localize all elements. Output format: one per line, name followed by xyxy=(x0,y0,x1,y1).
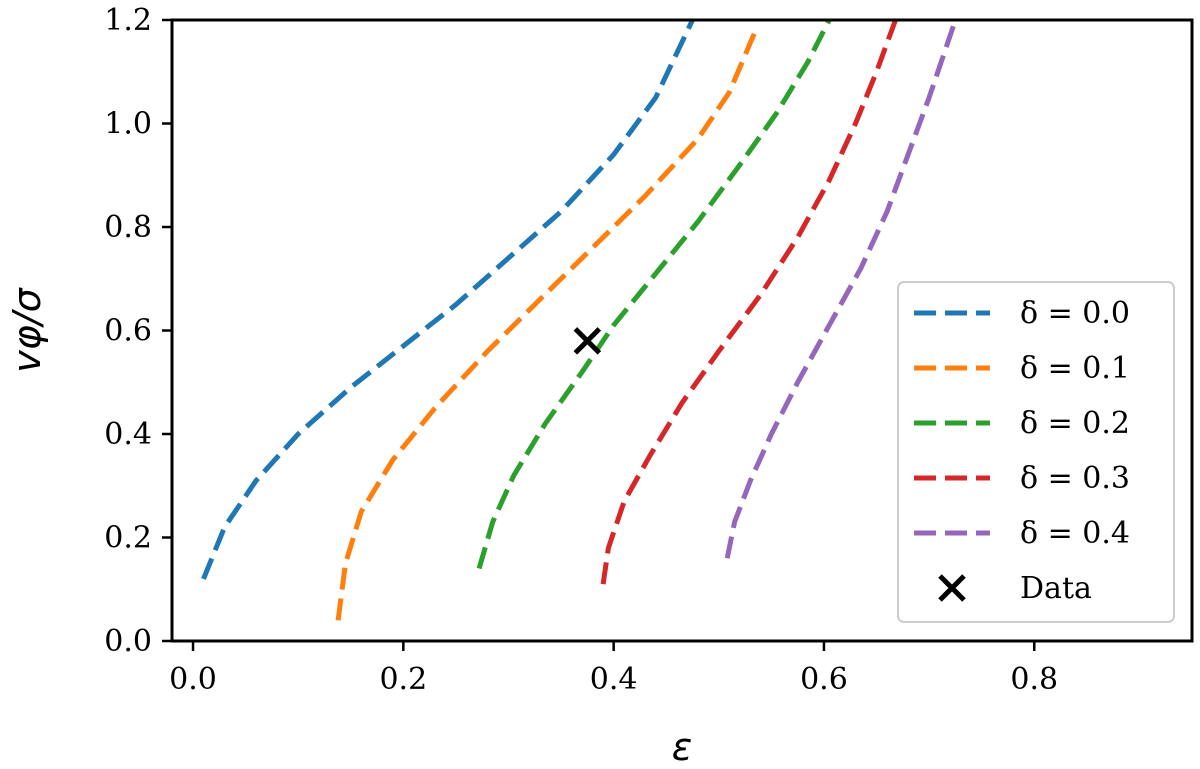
series-line-2 xyxy=(476,18,832,570)
x-tick-label: 0.0 xyxy=(169,662,217,697)
legend-label-1: δ = 0.1 xyxy=(1020,351,1130,386)
x-tick-label: 0.8 xyxy=(1010,662,1058,697)
series-line-4 xyxy=(724,19,958,559)
y-axis-label: vφ/σ xyxy=(5,286,49,372)
legend-label-data: Data xyxy=(1020,571,1092,606)
data-point-marker xyxy=(573,327,602,355)
legend-label-0: δ = 0.0 xyxy=(1020,296,1130,331)
y-axis: 0.0 0.2 0.4 0.6 0.8 1.0 1.2 xyxy=(104,3,172,659)
y-tick-label: 0.2 xyxy=(104,521,152,556)
legend-label-2: δ = 0.2 xyxy=(1020,406,1130,441)
y-tick-label: 1.2 xyxy=(104,3,152,38)
y-tick-label: 0.8 xyxy=(104,210,152,245)
series-layer xyxy=(201,18,958,621)
series-line-0 xyxy=(201,18,695,580)
y-tick-label: 0.0 xyxy=(104,624,152,659)
legend-marker-data xyxy=(938,574,966,602)
x-axis-label: ε xyxy=(672,725,693,769)
x-tick-label: 0.6 xyxy=(800,662,848,697)
points-layer xyxy=(573,327,602,355)
series-line-1 xyxy=(335,29,758,621)
x-axis: 0.0 0.2 0.4 0.6 0.8 xyxy=(169,641,1058,697)
legend-label-3: δ = 0.3 xyxy=(1020,461,1130,496)
x-tick-label: 0.2 xyxy=(379,662,427,697)
y-tick-label: 0.4 xyxy=(104,417,152,452)
y-tick-label: 0.6 xyxy=(104,314,152,349)
legend-label-4: δ = 0.4 xyxy=(1020,516,1130,551)
y-tick-label: 1.0 xyxy=(104,107,152,142)
legend: δ = 0.0 δ = 0.1 δ = 0.2 δ = 0.3 δ = 0.4 Data xyxy=(897,281,1175,623)
series-line-3 xyxy=(600,19,898,585)
x-tick-label: 0.4 xyxy=(590,662,638,697)
